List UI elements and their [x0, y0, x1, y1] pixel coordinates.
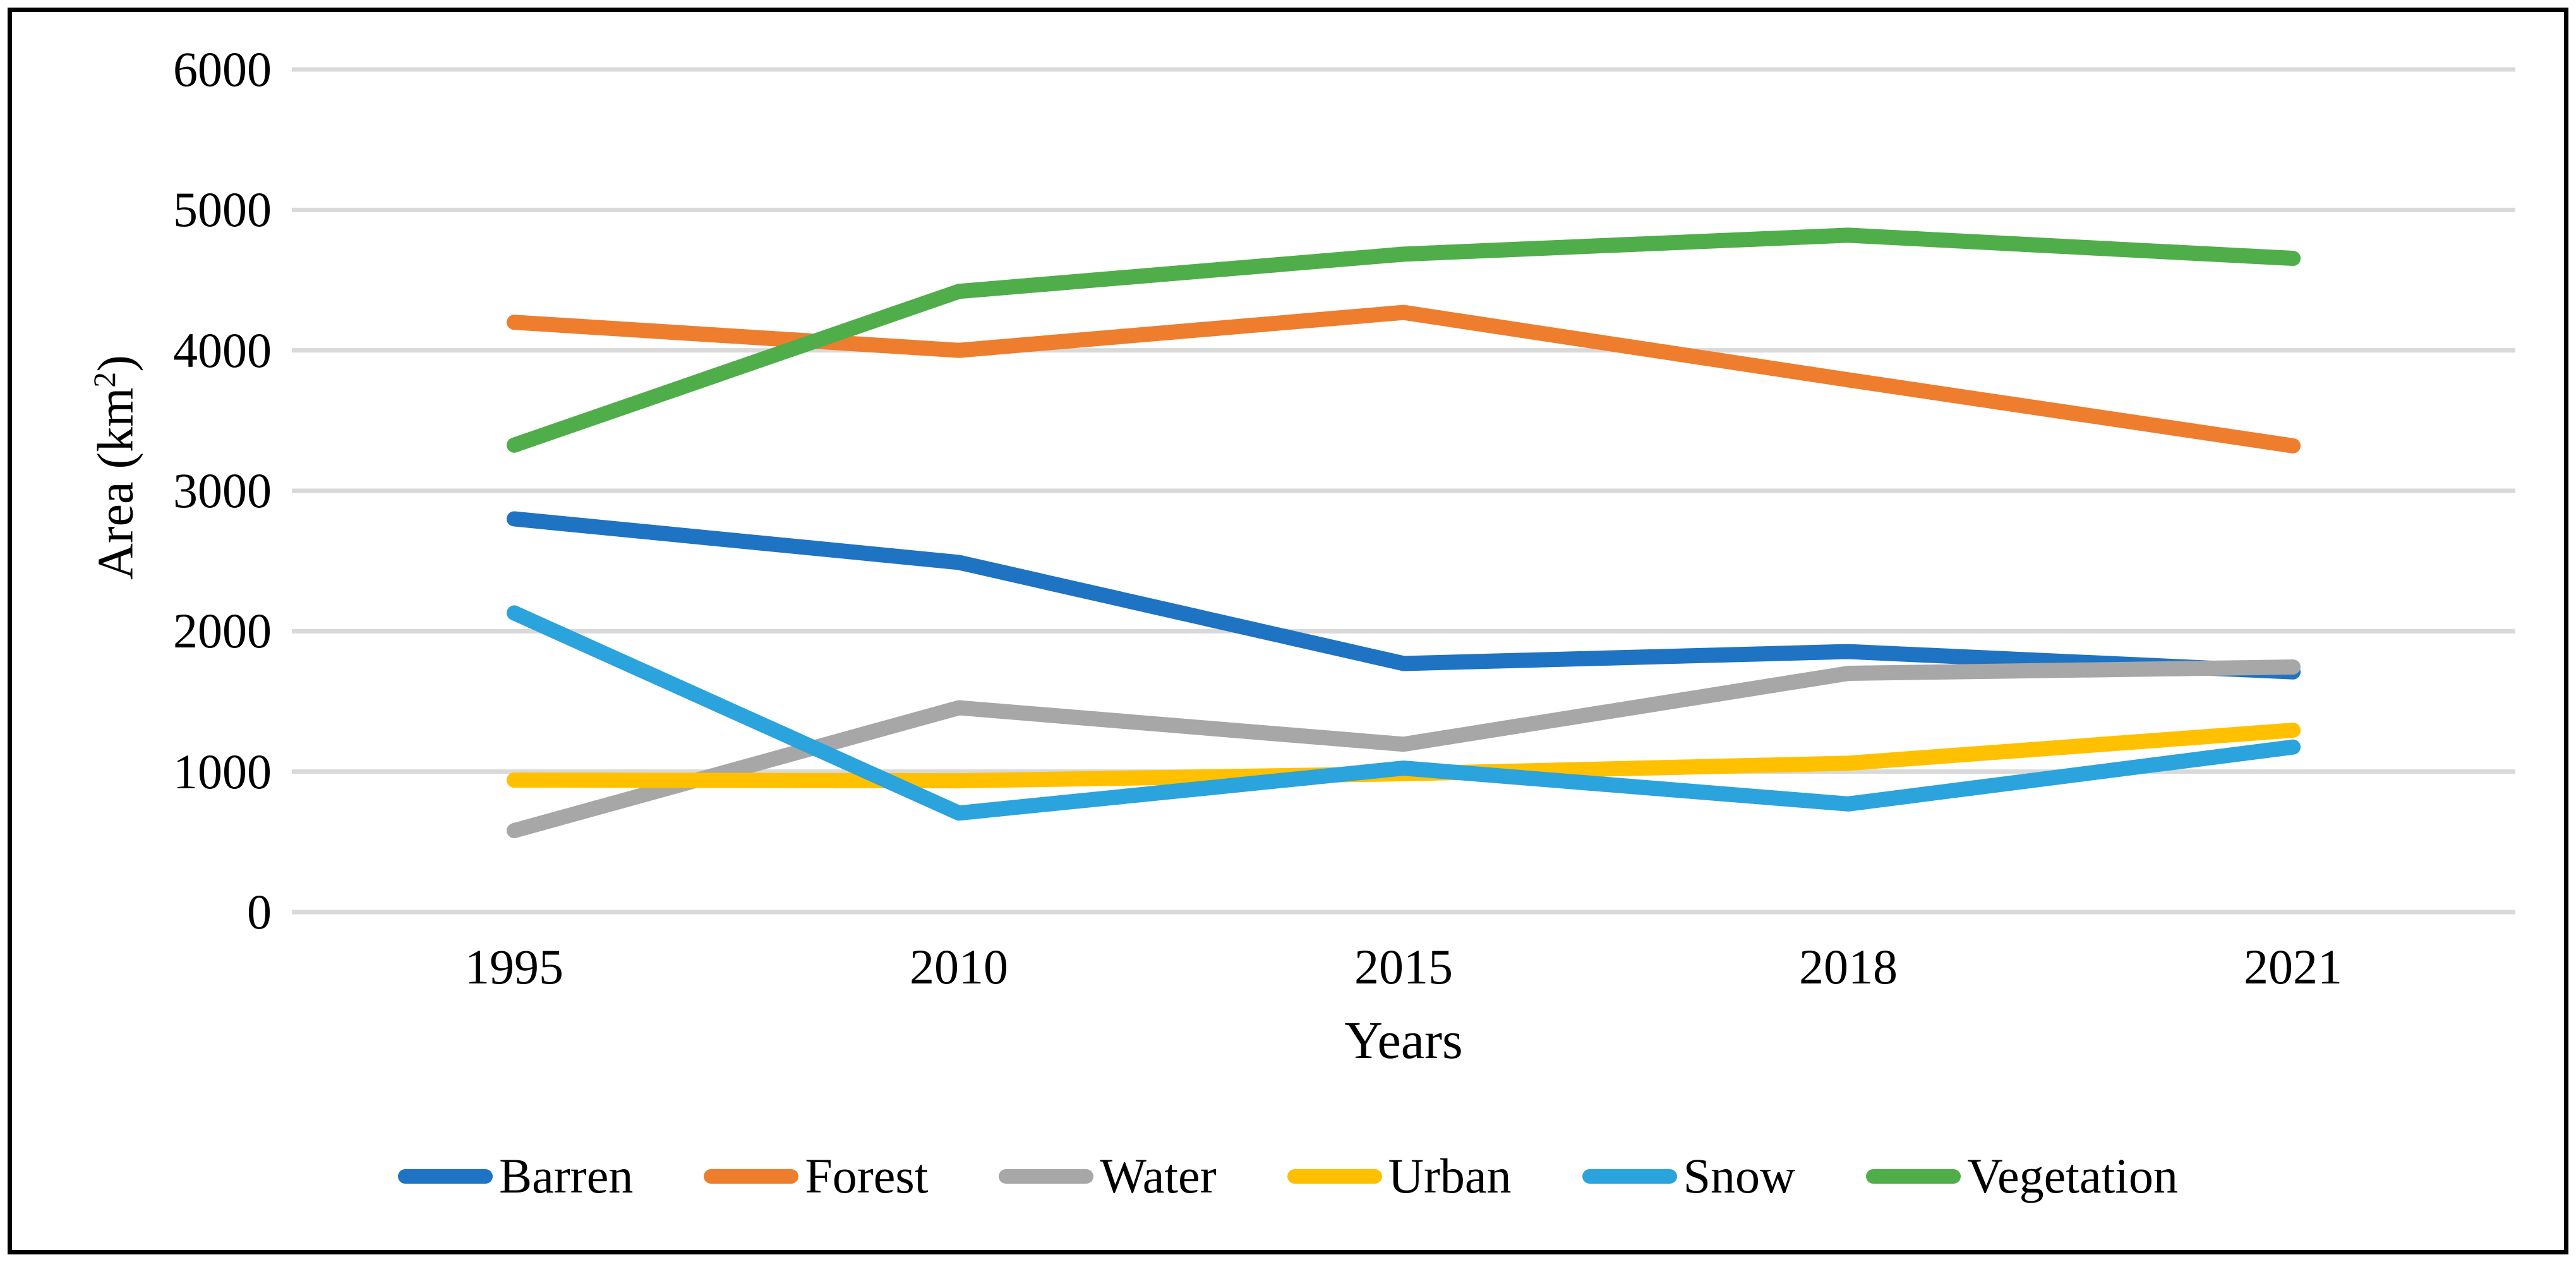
series-line-forest — [507, 304, 2301, 454]
x-tick-label-2018: 2018 — [1799, 939, 1898, 994]
y-tick-label-5000: 5000 — [173, 182, 272, 237]
y-tick-label-6000: 6000 — [173, 42, 272, 97]
x-tick-label-2021: 2021 — [2244, 939, 2342, 994]
legend-label-barren: Barren — [499, 1148, 634, 1203]
legend-label-forest: Forest — [805, 1148, 929, 1203]
series-group — [507, 227, 2301, 839]
legend-swatch-vegetation — [1866, 1169, 1961, 1184]
legend-swatch-water — [999, 1169, 1094, 1184]
legend-item-water: Water — [999, 1148, 1217, 1205]
legend-label-urban: Urban — [1388, 1148, 1512, 1203]
legend-item-vegetation: Vegetation — [1866, 1148, 2178, 1205]
legend-item-forest: Forest — [704, 1148, 928, 1205]
legend-label-snow: Snow — [1683, 1148, 1796, 1203]
x-tick-label-2015: 2015 — [1354, 939, 1453, 994]
legend-swatch-snow — [1582, 1169, 1677, 1184]
legend-swatch-urban — [1287, 1169, 1382, 1184]
y-tick-label-4000: 4000 — [173, 322, 272, 378]
x-axis-title: Years — [1344, 1011, 1463, 1070]
y-tick-label-2000: 2000 — [173, 603, 272, 659]
legend-item-barren: Barren — [398, 1148, 633, 1205]
legend-swatch-barren — [398, 1169, 493, 1184]
x-tick-label-1995: 1995 — [465, 939, 563, 994]
y-axis-title-close: ) — [88, 355, 144, 372]
y-tick-label-1000: 1000 — [173, 743, 272, 799]
legend-label-vegetation: Vegetation — [1967, 1148, 2178, 1203]
legend-item-urban: Urban — [1287, 1148, 1512, 1205]
y-axis-title: Area (km2) — [87, 355, 145, 580]
legend-item-snow: Snow — [1582, 1148, 1796, 1205]
y-tick-label-3000: 3000 — [173, 463, 272, 518]
y-axis-title-text: Area (km — [88, 387, 144, 580]
legend: Barren Forest Water Urban Snow Vegetation — [0, 1145, 2576, 1208]
series-line-vegetation — [507, 227, 2301, 453]
series-line-snow — [507, 605, 2301, 821]
legend-swatch-forest — [704, 1169, 799, 1184]
y-tick-label-0: 0 — [247, 884, 272, 939]
x-tick-label-2010: 2010 — [910, 939, 1008, 994]
y-axis-title-superscript: 2 — [87, 371, 122, 388]
legend-label-water: Water — [1100, 1148, 1217, 1203]
series-line-barren — [507, 511, 2301, 680]
